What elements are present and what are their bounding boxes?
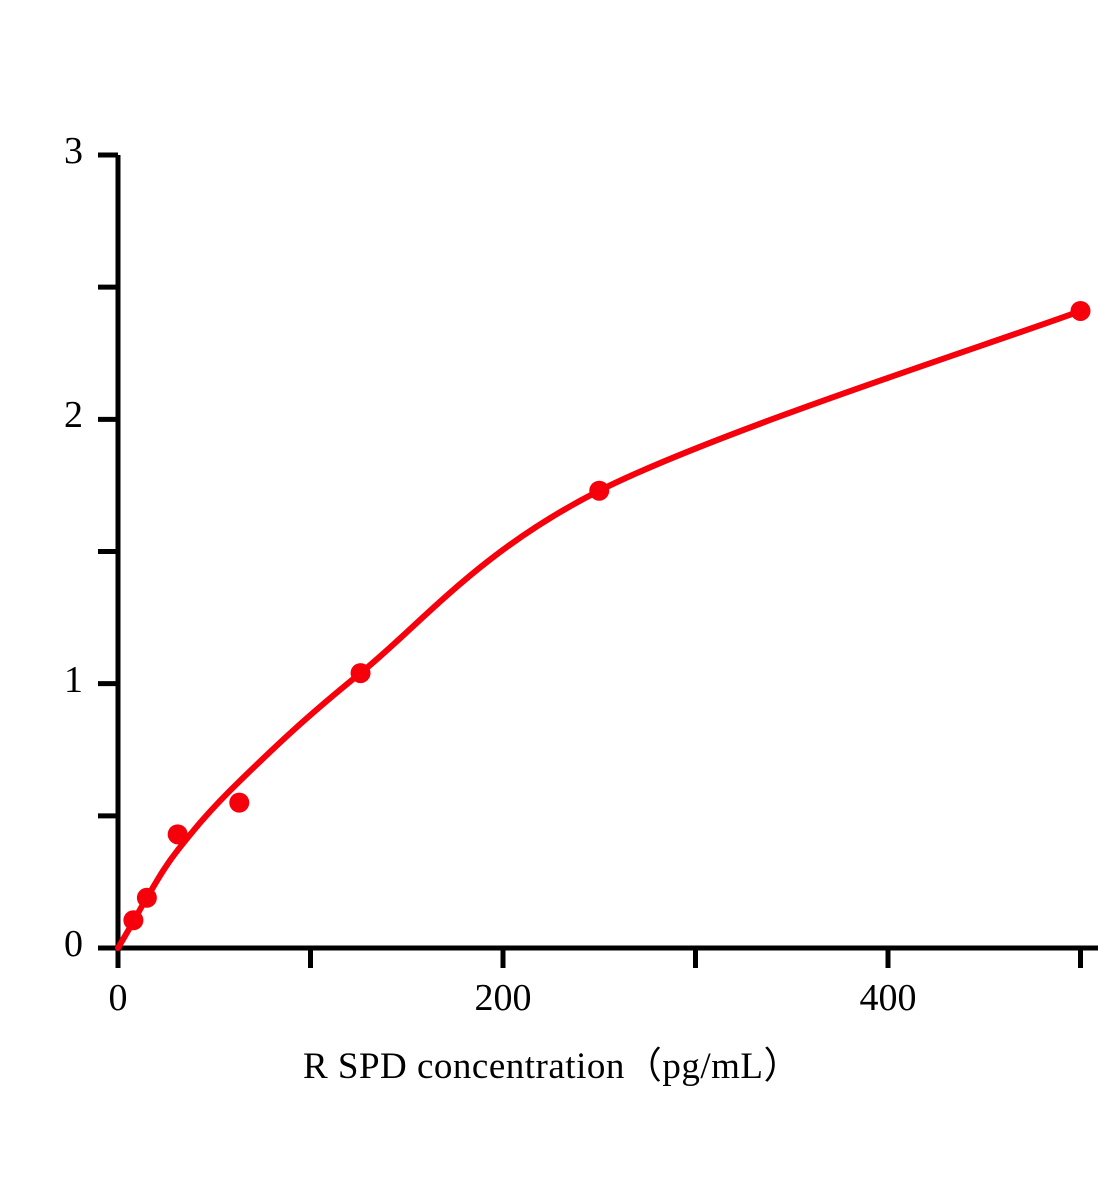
data-points xyxy=(123,300,1091,931)
x-axis-title: R SPD concentration（pg/mL） xyxy=(302,1046,802,1087)
axis-lines xyxy=(115,155,1098,951)
tick-marks xyxy=(98,152,1083,968)
y-tick-label: 1 xyxy=(64,658,83,701)
data-point-marker xyxy=(350,663,371,684)
data-point-marker xyxy=(123,910,144,931)
data-point-marker xyxy=(589,480,610,501)
data-point-marker xyxy=(136,887,157,908)
data-point-marker xyxy=(229,792,250,813)
x-tick-label: 0 xyxy=(108,977,128,1019)
y-tick-label: 2 xyxy=(64,394,83,437)
x-tick-label: 400 xyxy=(859,977,917,1019)
fit-curve-path xyxy=(115,307,1084,951)
y-tick-label: 0 xyxy=(64,923,83,965)
fit-curve xyxy=(115,307,1084,951)
data-point-marker xyxy=(1070,300,1091,321)
data-point-marker xyxy=(167,824,188,845)
x-tick-label: 200 xyxy=(474,977,532,1019)
y-tick-label: 3 xyxy=(64,130,83,172)
